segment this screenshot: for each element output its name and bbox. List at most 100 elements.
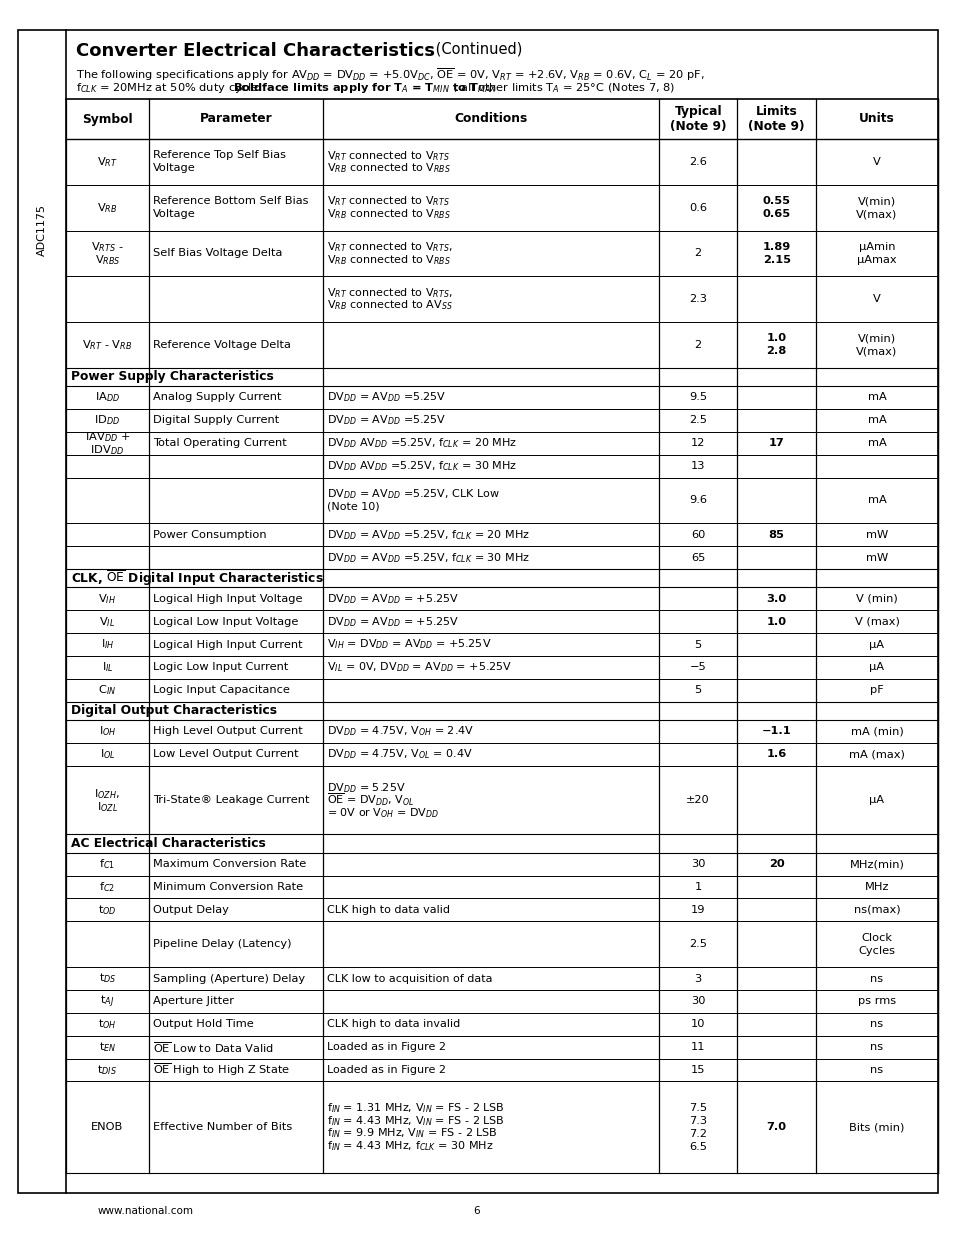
Text: 1.0: 1.0: [766, 616, 786, 626]
Text: V(max): V(max): [856, 209, 897, 219]
Text: t$_{OH}$: t$_{OH}$: [98, 1018, 116, 1031]
Text: V$_{RT}$ connected to V$_{RTS}$,: V$_{RT}$ connected to V$_{RTS}$,: [327, 287, 453, 300]
Text: Logical Low Input Voltage: Logical Low Input Voltage: [152, 616, 298, 626]
Text: $\overline{\mathrm{OE}}$ = DV$_{DD}$, V$_{OL}$: $\overline{\mathrm{OE}}$ = DV$_{DD}$, V$…: [327, 792, 415, 809]
Text: 20: 20: [768, 860, 783, 869]
Text: t$_{OD}$: t$_{OD}$: [98, 903, 116, 916]
Text: AC Electrical Characteristics: AC Electrical Characteristics: [71, 837, 266, 850]
Text: Self Bias Voltage Delta: Self Bias Voltage Delta: [152, 248, 282, 258]
Text: 2: 2: [694, 248, 701, 258]
Text: f$_{IN}$ = 4.43 MHz, f$_{CLK}$ = 30 MHz: f$_{IN}$ = 4.43 MHz, f$_{CLK}$ = 30 MHz: [327, 1139, 494, 1153]
Text: Typical
(Note 9): Typical (Note 9): [669, 105, 725, 133]
Text: Analog Supply Current: Analog Supply Current: [152, 393, 281, 403]
Text: Pipeline Delay (Latency): Pipeline Delay (Latency): [152, 940, 291, 950]
Text: V$_{RBS}$: V$_{RBS}$: [94, 253, 120, 267]
Text: 2.15: 2.15: [761, 254, 790, 264]
Text: C$_{IN}$: C$_{IN}$: [98, 683, 116, 698]
Text: V$_{RT}$ connected to V$_{RTS}$: V$_{RT}$ connected to V$_{RTS}$: [327, 194, 450, 209]
Text: V(min): V(min): [857, 196, 895, 206]
Text: μA: μA: [868, 640, 883, 650]
Text: ps rms: ps rms: [857, 997, 895, 1007]
Text: V$_{RT}$: V$_{RT}$: [97, 154, 118, 169]
Text: Logical High Input Voltage: Logical High Input Voltage: [152, 594, 302, 604]
Text: Power Supply Characteristics: Power Supply Characteristics: [71, 370, 274, 383]
Text: V: V: [872, 294, 880, 304]
Text: f$_{C1}$: f$_{C1}$: [99, 857, 115, 871]
Text: I$_{OL}$: I$_{OL}$: [99, 747, 115, 761]
Text: 1.0: 1.0: [766, 333, 786, 343]
Text: Units: Units: [859, 112, 894, 126]
Text: 7.5: 7.5: [688, 1103, 706, 1113]
Text: ±20: ±20: [685, 795, 709, 805]
Text: High Level Output Current: High Level Output Current: [152, 726, 302, 736]
Text: mW: mW: [865, 530, 887, 540]
Text: V$_{IL}$ = 0V, DV$_{DD}$ = AV$_{DD}$ = +5.25V: V$_{IL}$ = 0V, DV$_{DD}$ = AV$_{DD}$ = +…: [327, 661, 512, 674]
Text: Bits (min): Bits (min): [848, 1123, 903, 1132]
Text: 9.6: 9.6: [688, 495, 706, 505]
Text: μA: μA: [868, 795, 883, 805]
Text: Output Hold Time: Output Hold Time: [152, 1019, 253, 1029]
Text: ns: ns: [869, 1065, 882, 1074]
Text: f$_{IN}$ = 4.43 MHz, V$_{IN}$ = FS - 2 LSB: f$_{IN}$ = 4.43 MHz, V$_{IN}$ = FS - 2 L…: [327, 1114, 504, 1128]
Text: V(max): V(max): [856, 346, 897, 357]
Text: Logic Low Input Current: Logic Low Input Current: [152, 662, 288, 672]
Text: ENOB: ENOB: [91, 1123, 124, 1132]
Text: Power Consumption: Power Consumption: [152, 530, 266, 540]
Text: Clock: Clock: [861, 932, 891, 942]
Text: MHz(min): MHz(min): [848, 860, 903, 869]
Text: Output Delay: Output Delay: [152, 905, 229, 915]
Text: 9.5: 9.5: [688, 393, 706, 403]
Text: Parameter: Parameter: [199, 112, 273, 126]
Text: I$_{OZL}$: I$_{OZL}$: [97, 800, 118, 814]
Text: t$_{DS}$: t$_{DS}$: [98, 972, 116, 986]
Text: (Continued): (Continued): [431, 42, 522, 57]
Text: μAmin: μAmin: [858, 242, 894, 252]
Text: f$_{IN}$ = 9.9 MHz, V$_{IN}$ = FS - 2 LSB: f$_{IN}$ = 9.9 MHz, V$_{IN}$ = FS - 2 LS…: [327, 1126, 497, 1140]
Text: Aperture Jitter: Aperture Jitter: [152, 997, 233, 1007]
Text: 30: 30: [690, 860, 704, 869]
Text: V$_{RB}$ connected to AV$_{SS}$: V$_{RB}$ connected to AV$_{SS}$: [327, 299, 453, 312]
Text: DV$_{DD}$ = 5.25V: DV$_{DD}$ = 5.25V: [327, 781, 405, 794]
Text: Minimum Conversion Rate: Minimum Conversion Rate: [152, 882, 303, 892]
Text: Reference Bottom Self Bias: Reference Bottom Self Bias: [152, 196, 308, 206]
Text: Digital Output Characteristics: Digital Output Characteristics: [71, 704, 276, 718]
Text: 15: 15: [690, 1065, 704, 1074]
Text: μAmax: μAmax: [856, 254, 896, 264]
Text: mA: mA: [866, 393, 885, 403]
Text: Limits
(Note 9): Limits (Note 9): [748, 105, 804, 133]
Text: 7.2: 7.2: [688, 1129, 706, 1139]
Text: DV$_{DD}$ = AV$_{DD}$ =5.25V, f$_{CLK}$ = 20 MHz: DV$_{DD}$ = AV$_{DD}$ =5.25V, f$_{CLK}$ …: [327, 527, 530, 542]
Text: V (max): V (max): [854, 616, 899, 626]
Text: 1.6: 1.6: [766, 750, 786, 760]
Text: 85: 85: [768, 530, 783, 540]
Text: 5: 5: [694, 640, 701, 650]
Text: −1.1: −1.1: [761, 726, 791, 736]
Text: DV$_{DD}$ = AV$_{DD}$ = +5.25V: DV$_{DD}$ = AV$_{DD}$ = +5.25V: [327, 615, 458, 629]
Text: ; all other limits T$_A$ = 25°C (Notes 7, 8): ; all other limits T$_A$ = 25°C (Notes 7…: [453, 82, 675, 95]
Text: 7.0: 7.0: [766, 1123, 786, 1132]
Text: t$_{AJ}$: t$_{AJ}$: [100, 993, 114, 1010]
Text: DV$_{DD}$ = AV$_{DD}$ =5.25V: DV$_{DD}$ = AV$_{DD}$ =5.25V: [327, 414, 446, 427]
Text: 2.3: 2.3: [688, 294, 706, 304]
Text: Logical High Input Current: Logical High Input Current: [152, 640, 302, 650]
Text: MHz: MHz: [863, 882, 888, 892]
Text: 3.0: 3.0: [766, 594, 786, 604]
Text: t$_{EN}$: t$_{EN}$: [99, 1040, 116, 1055]
Text: V$_{RB}$ connected to V$_{RBS}$: V$_{RB}$ connected to V$_{RBS}$: [327, 162, 451, 175]
Text: 17: 17: [768, 438, 783, 448]
Text: V$_{RB}$ connected to V$_{RBS}$: V$_{RB}$ connected to V$_{RBS}$: [327, 253, 451, 267]
Text: V$_{RT}$ - V$_{RB}$: V$_{RT}$ - V$_{RB}$: [82, 338, 132, 352]
Text: V$_{RT}$ connected to V$_{RTS}$,: V$_{RT}$ connected to V$_{RTS}$,: [327, 241, 453, 254]
Text: IAV$_{DD}$ +: IAV$_{DD}$ +: [85, 430, 130, 443]
Text: 0.55: 0.55: [761, 196, 790, 206]
Text: 0.65: 0.65: [761, 209, 790, 219]
Text: mA: mA: [866, 495, 885, 505]
Text: Converter Electrical Characteristics: Converter Electrical Characteristics: [76, 42, 435, 61]
Text: CLK, $\overline{\mathrm{OE}}$ Digital Input Characteristics: CLK, $\overline{\mathrm{OE}}$ Digital In…: [71, 568, 324, 588]
Text: Tri-State® Leakage Current: Tri-State® Leakage Current: [152, 795, 309, 805]
Text: 1: 1: [694, 882, 701, 892]
Text: Logic Input Capacitance: Logic Input Capacitance: [152, 685, 290, 695]
Text: CLK low to acquisition of data: CLK low to acquisition of data: [327, 973, 492, 983]
Text: CLK high to data valid: CLK high to data valid: [327, 905, 450, 915]
Text: 2.5: 2.5: [688, 415, 706, 425]
